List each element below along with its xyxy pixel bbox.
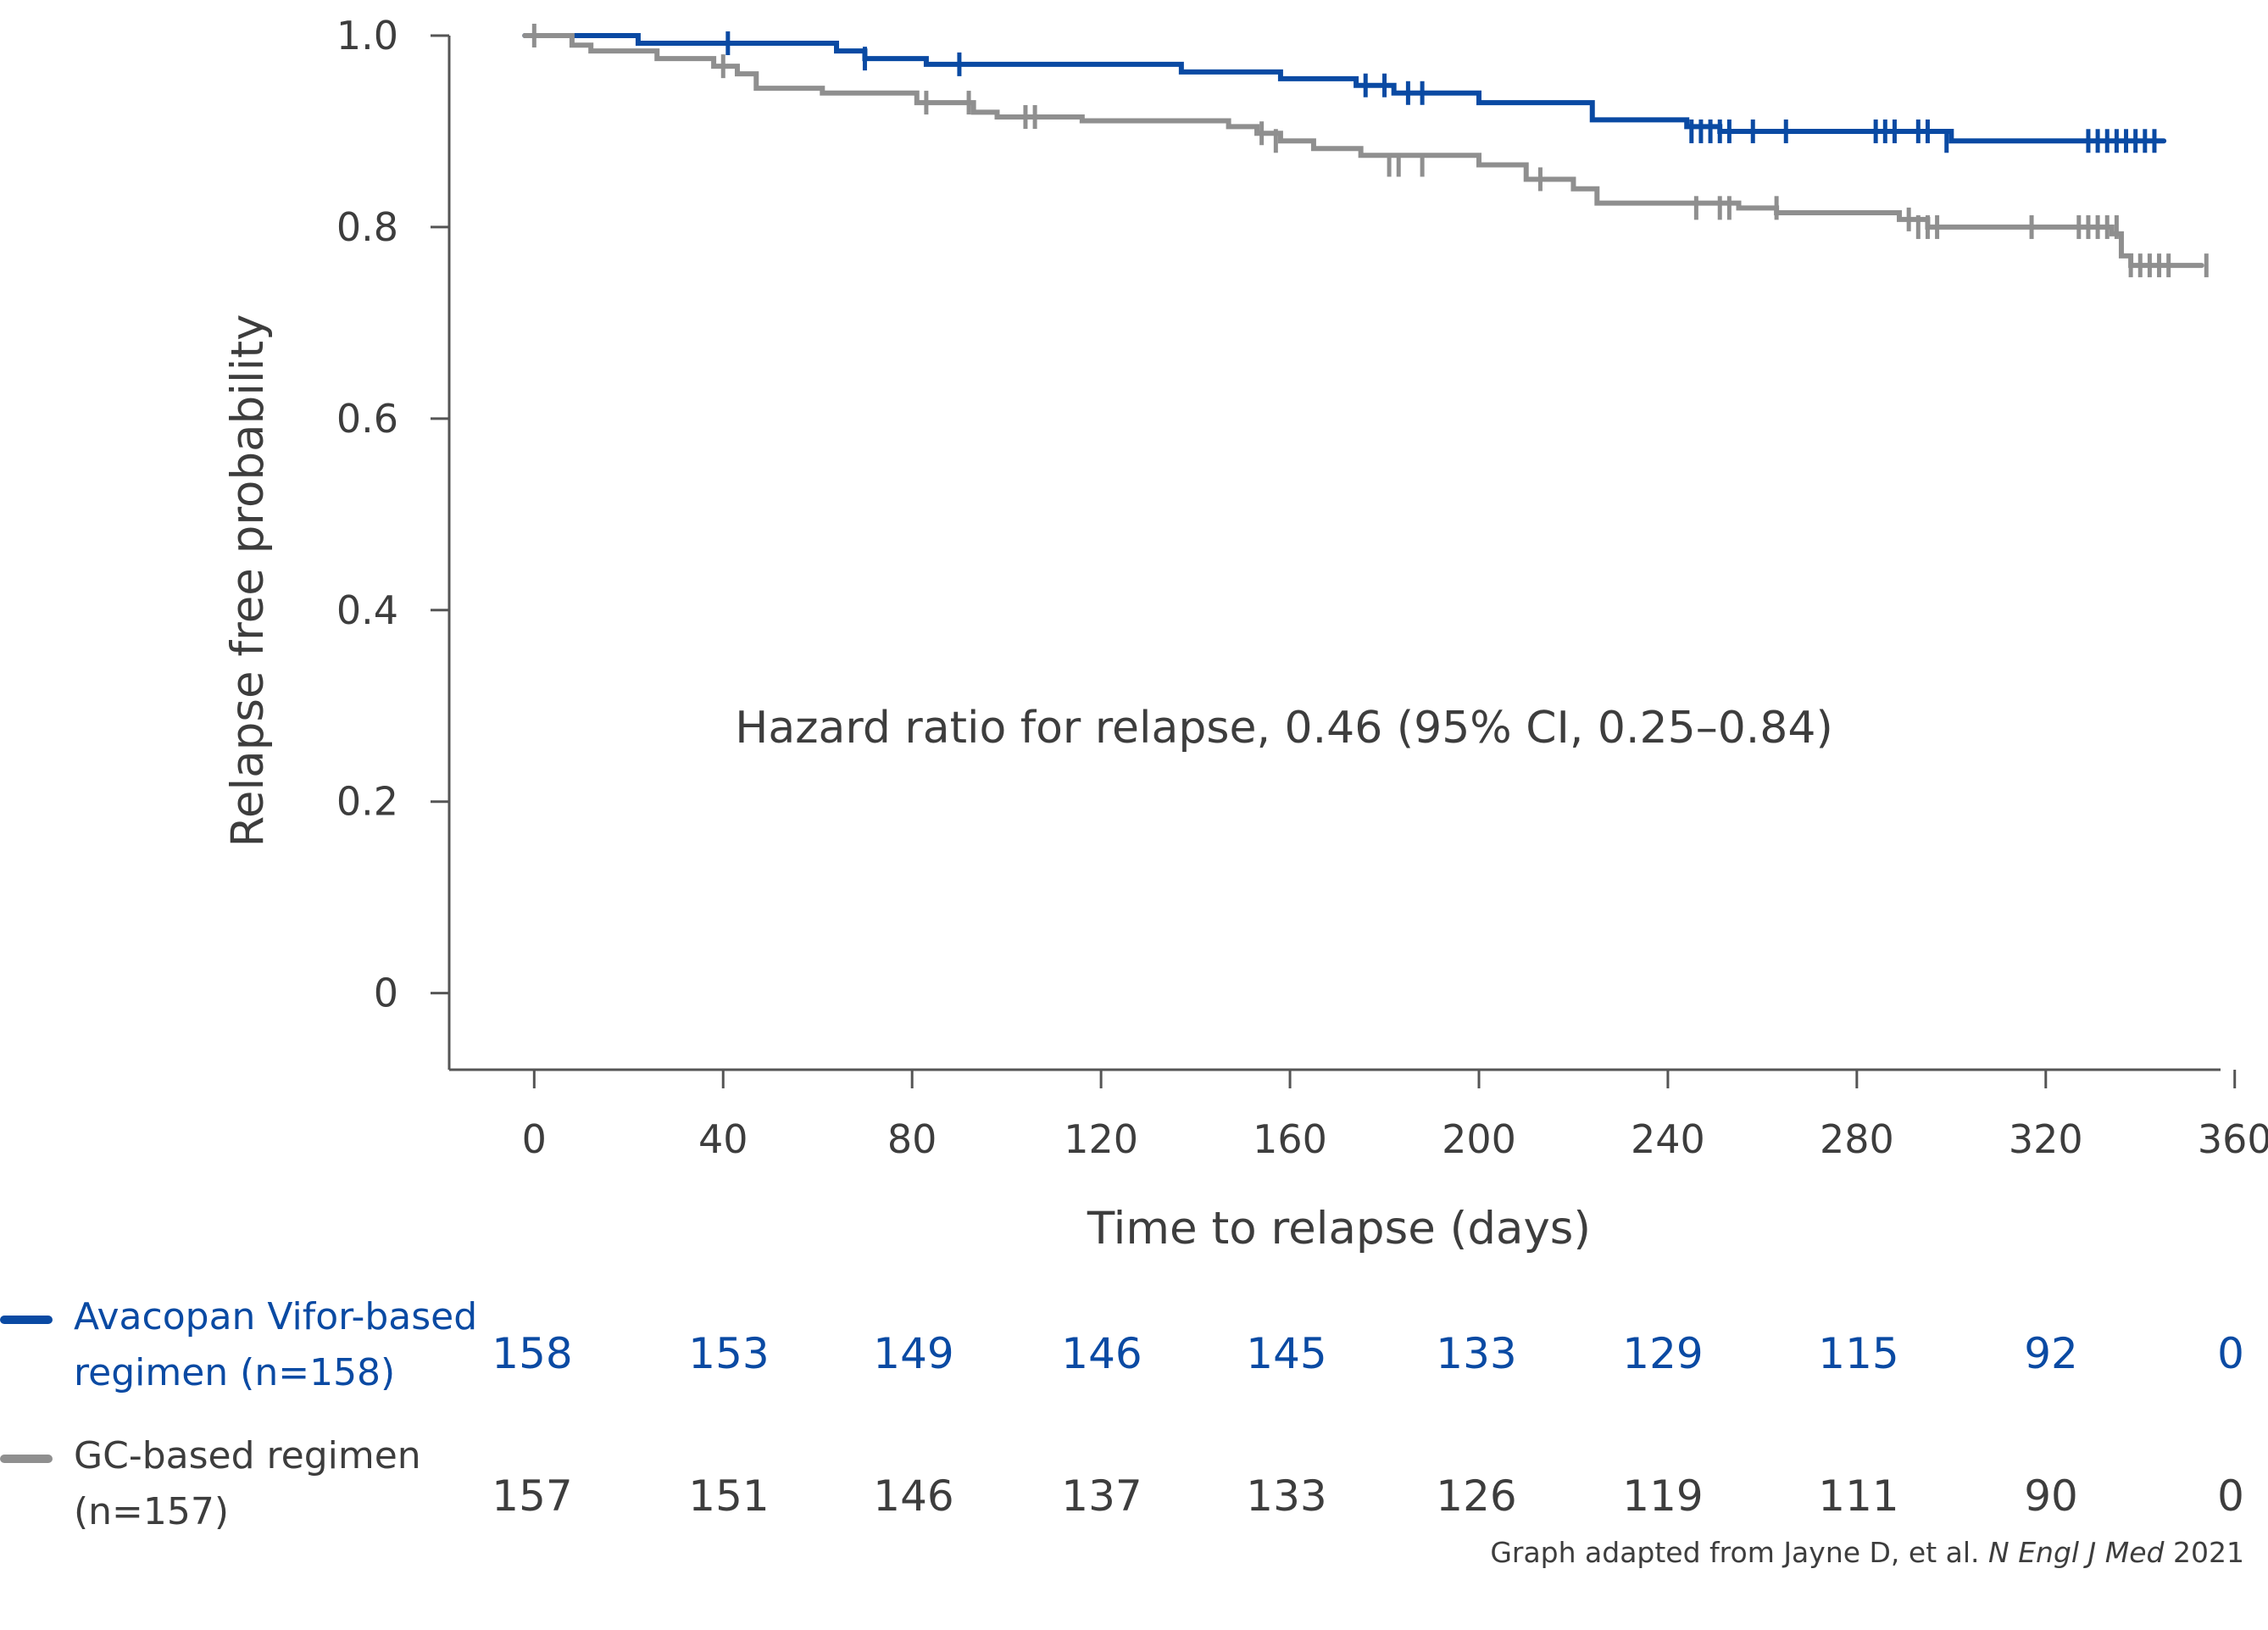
y-tick-label: 0: [374, 971, 398, 1016]
risk-count: 145: [1246, 1329, 1327, 1378]
legend-avacopan-line-icon: [0, 1316, 53, 1324]
legend-avacopan-label-line1: Avacopan Vifor-based: [74, 1295, 478, 1338]
axes-group: 0 0.2 0.4 0.6 0.8 1.0 0 40 80 120 160 200 240 280 320 3…: [336, 13, 2268, 1162]
y-tick-label: 1.0: [336, 13, 398, 58]
risk-count: 0: [2217, 1471, 2244, 1521]
footnote-journal: N Engl J Med: [1988, 1536, 2165, 1569]
risk-count: 126: [1436, 1471, 1517, 1521]
x-tick-label: 0: [522, 1116, 547, 1162]
risk-count: 133: [1436, 1329, 1517, 1378]
risk-count: 158: [492, 1329, 573, 1378]
risk-count: 137: [1061, 1471, 1142, 1521]
risk-count: 146: [873, 1471, 954, 1521]
y-tick-label: 0.2: [336, 779, 398, 825]
risk-count: 111: [1818, 1471, 1899, 1521]
x-axis-title: Time to relapse (days): [1087, 1203, 1591, 1254]
risk-count: 151: [688, 1471, 770, 1521]
risk-count: 90: [2024, 1471, 2078, 1521]
y-axis-title: Relapse free probability: [222, 314, 274, 847]
risk-count: 133: [1246, 1471, 1327, 1521]
risk-count: 92: [2024, 1329, 2078, 1378]
y-tick-label: 0.6: [336, 396, 398, 442]
legend-gc-line-icon: [0, 1455, 53, 1463]
legend-gc-label: GC-based regimen (n=157): [74, 1428, 421, 1540]
x-tick-label: 80: [887, 1116, 937, 1162]
series-avacopan: [522, 31, 2167, 153]
risk-count: 153: [688, 1329, 770, 1378]
x-tick-label: 320: [2009, 1116, 2083, 1162]
y-tick-label: 0.4: [336, 587, 398, 633]
km-step-line: [522, 33, 2204, 269]
hazard-ratio-annotation: Hazard ratio for relapse, 0.46 (95% CI, …: [735, 703, 1833, 754]
risk-count: 129: [1622, 1329, 1704, 1378]
legend-gc-label-line2: (n=157): [74, 1490, 230, 1533]
footnote-prefix: Graph adapted from Jayne D, et al.: [1490, 1536, 1989, 1569]
km-step-line: [522, 33, 2167, 144]
x-tick-label: 120: [1064, 1116, 1138, 1162]
legend-avacopan-label-line2: regimen (n=158): [74, 1351, 396, 1394]
legend-gc-label-line1: GC-based regimen: [74, 1434, 421, 1477]
source-footnote: Graph adapted from Jayne D, et al. N Eng…: [1490, 1536, 2244, 1569]
risk-count: 0: [2217, 1329, 2244, 1378]
risk-count: 119: [1622, 1471, 1704, 1521]
x-tick-label: 280: [1820, 1116, 1894, 1162]
y-tick-label: 0.8: [336, 204, 398, 250]
risk-count: 157: [492, 1471, 573, 1521]
legend-avacopan-label: Avacopan Vifor-based regimen (n=158): [74, 1289, 477, 1401]
x-tick-label: 160: [1253, 1116, 1327, 1162]
series-gc: [522, 24, 2209, 278]
x-tick-label: 240: [1631, 1116, 1705, 1162]
risk-count: 149: [873, 1329, 954, 1378]
risk-count: 115: [1818, 1329, 1899, 1378]
footnote-year: 2021: [2164, 1536, 2244, 1569]
x-tick-label: 40: [698, 1116, 748, 1162]
series-group: [522, 24, 2209, 278]
x-tick-label: 200: [1442, 1116, 1516, 1162]
x-tick-label: 360: [2198, 1116, 2268, 1162]
risk-count: 146: [1061, 1329, 1142, 1378]
